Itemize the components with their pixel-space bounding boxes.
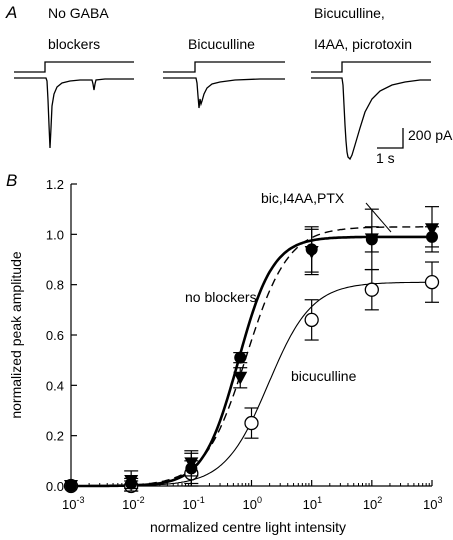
x-tick-label-3: 100 [243, 495, 262, 512]
point-bic-i4aa-ptx [425, 223, 439, 237]
trace-2-title-line2: Bicuculline [188, 36, 255, 52]
point-bic-i4aa-ptx [124, 474, 139, 488]
scale-bar-amplitude-label: 200 pA [408, 127, 453, 143]
fit-curve-no-blockers [71, 235, 432, 488]
y-tick-labels: 0.0 0.2 0.4 0.6 0.8 1.0 1.2 [46, 177, 64, 494]
trace-1-title-line1: No GABA [48, 5, 109, 21]
y-axis-label: normalized peak amplitude [8, 251, 24, 419]
current-trace-2 [163, 77, 285, 109]
x-tick-labels: 10-3 10-2 10-1 100 101 102 103 [62, 495, 442, 512]
point-bic-i4aa-ptx [304, 245, 319, 259]
fit-curve-bic-i4aa-ptx [71, 226, 432, 487]
scale-bar [377, 128, 404, 149]
fit-curves [71, 226, 432, 488]
point-bicuculline [244, 415, 259, 431]
x-tick-label-0: 10-3 [62, 495, 84, 512]
series-label-bicuculline: bicuculline [291, 368, 357, 384]
y-tick-label-1: 0.2 [46, 429, 64, 444]
trace-3-title-line1: Bicuculline, [314, 5, 385, 21]
point-bic-i4aa-ptx [184, 457, 199, 471]
trace-3-title-line2: I4AA, picrotoxin [314, 36, 412, 52]
x-tick-label-1: 10-2 [122, 495, 144, 512]
point-bicuculline [304, 312, 319, 328]
panel-a-label: A [5, 3, 17, 22]
x-tick-label-6: 103 [423, 495, 442, 512]
point-bic-i4aa-ptx [364, 233, 379, 247]
trace-1-title-line2: blockers [48, 36, 100, 52]
stimulus-marker-3 [311, 61, 431, 73]
current-trace-1 [14, 77, 134, 149]
y-tick-label-4: 0.8 [46, 278, 64, 293]
series-label-no-blockers: no blockers [185, 289, 257, 305]
scale-bar-time-label: 1 s [376, 150, 395, 166]
y-tick-label-3: 0.6 [46, 328, 64, 343]
y-tick-label-0: 0.0 [46, 479, 64, 494]
data-points [63, 206, 440, 494]
stimulus-marker-1 [14, 61, 134, 73]
point-bic-i4aa-ptx [233, 371, 248, 385]
panel-b-label: B [6, 171, 17, 190]
axis-ticks [70, 183, 433, 487]
point-bicuculline [364, 282, 379, 297]
point-bicuculline [424, 274, 440, 290]
y-tick-label-6: 1.2 [46, 177, 64, 192]
stimulus-marker-2 [163, 61, 285, 73]
y-tick-label-5: 1.0 [46, 227, 64, 242]
x-tick-label-5: 102 [363, 495, 382, 512]
x-tick-label-4: 101 [303, 495, 322, 512]
y-tick-label-2: 0.4 [46, 378, 64, 393]
series-label-bic-i4aa-ptx: bic,I4AA,PTX [261, 190, 345, 206]
point-no-blockers [234, 351, 247, 364]
x-axis-label: normalized centre light intensity [150, 519, 346, 535]
point-bic-i4aa-ptx [64, 480, 78, 493]
bic-label-leader [365, 202, 392, 233]
current-trace-3 [311, 77, 431, 161]
x-tick-label-2: 10-1 [182, 495, 204, 512]
